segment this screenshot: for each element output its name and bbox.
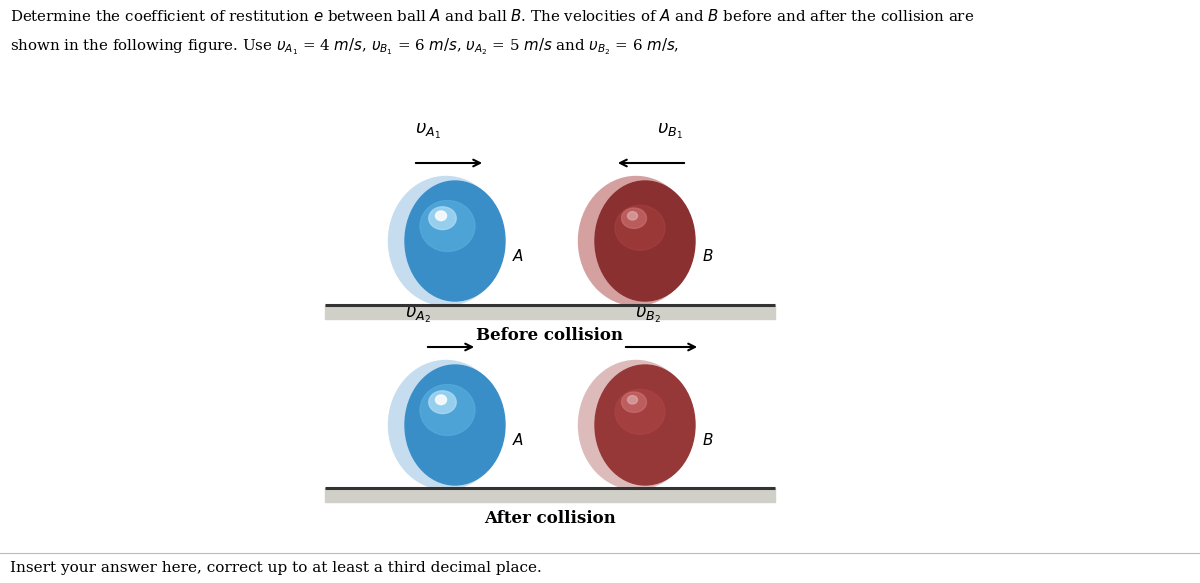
- Ellipse shape: [616, 389, 665, 434]
- Ellipse shape: [578, 177, 694, 305]
- Text: $\upsilon_{B_2}$: $\upsilon_{B_2}$: [635, 306, 661, 325]
- Text: $\upsilon_{B_1}$: $\upsilon_{B_1}$: [658, 122, 683, 141]
- Ellipse shape: [420, 385, 475, 436]
- Text: shown in the following figure. Use $\upsilon_{A_1}$ = 4 $m/s$, $\upsilon_{B_1}$ : shown in the following figure. Use $\ups…: [10, 36, 679, 57]
- Text: Before collision: Before collision: [476, 327, 624, 344]
- Ellipse shape: [389, 177, 504, 305]
- Text: After collision: After collision: [484, 510, 616, 527]
- Bar: [325, 305, 775, 319]
- Ellipse shape: [628, 212, 637, 220]
- Text: $\upsilon_{A_1}$: $\upsilon_{A_1}$: [415, 122, 440, 141]
- Text: Insert your answer here, correct up to at least a third decimal place.: Insert your answer here, correct up to a…: [10, 561, 541, 575]
- Ellipse shape: [595, 181, 695, 301]
- Ellipse shape: [595, 365, 695, 485]
- Ellipse shape: [428, 391, 456, 413]
- Text: $B$: $B$: [702, 432, 714, 448]
- Ellipse shape: [389, 360, 504, 490]
- Ellipse shape: [420, 201, 475, 251]
- Text: $A$: $A$: [512, 248, 524, 264]
- Ellipse shape: [622, 392, 647, 412]
- Ellipse shape: [436, 211, 446, 220]
- Text: $A$: $A$: [512, 432, 524, 448]
- Ellipse shape: [406, 365, 505, 485]
- Ellipse shape: [616, 205, 665, 250]
- Ellipse shape: [622, 208, 647, 229]
- Text: $\upsilon_{A_2}$: $\upsilon_{A_2}$: [406, 306, 431, 325]
- Text: Determine the coefficient of restitution $e$ between ball $A$ and ball $B$. The : Determine the coefficient of restitution…: [10, 8, 974, 24]
- Ellipse shape: [428, 207, 456, 230]
- Ellipse shape: [628, 396, 637, 404]
- Ellipse shape: [406, 181, 505, 301]
- Bar: [325, 488, 775, 502]
- Text: $B$: $B$: [702, 248, 714, 264]
- Ellipse shape: [436, 395, 446, 405]
- Ellipse shape: [578, 360, 694, 490]
